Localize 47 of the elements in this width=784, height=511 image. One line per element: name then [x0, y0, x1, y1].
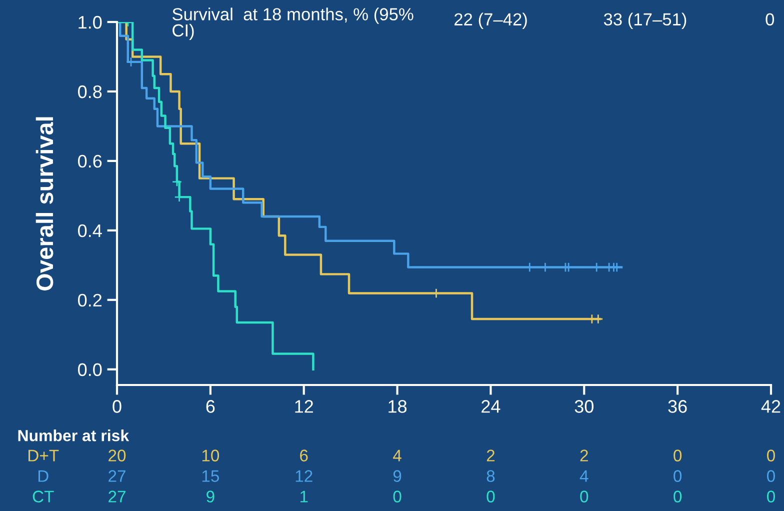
text: 15 — [202, 470, 219, 482]
text: 12 — [296, 470, 312, 482]
x-tick-label: 18 — [388, 400, 407, 413]
text: 8 — [486, 470, 495, 482]
text: 2 — [580, 450, 588, 462]
x-tick-label: 30 — [574, 400, 594, 413]
text: 1 — [300, 490, 308, 502]
annotation: 22 (7–42) — [454, 12, 527, 29]
text: 0 — [767, 450, 775, 462]
text: 0 — [393, 490, 402, 502]
text: 4 — [393, 450, 402, 462]
text: 27 — [108, 490, 126, 502]
x-tick-label: 36 — [668, 400, 687, 413]
y-tick-label: 0.8 — [78, 85, 102, 98]
x-tick-label: 42 — [761, 400, 780, 413]
text: 0 — [767, 470, 775, 482]
text: D+T — [28, 450, 59, 462]
text: CT — [32, 490, 54, 502]
annotation: Survival at 18 months, % (95% CI) — [172, 8, 414, 40]
text: 20 — [108, 450, 126, 462]
x-tick-label: 24 — [482, 400, 500, 413]
text: 10 — [202, 450, 220, 462]
y-tick-label: 0.4 — [78, 224, 102, 238]
y-axis-title: Overall survival — [36, 117, 54, 290]
y-tick-label: 0.6 — [78, 154, 102, 168]
text: 2 — [486, 450, 495, 462]
x-tick-label: 12 — [295, 400, 313, 413]
annotation: 33 (17–51) — [604, 12, 686, 29]
text: 27 — [108, 470, 126, 482]
text: 9 — [206, 490, 214, 502]
text: 0 — [674, 470, 682, 482]
text: 4 — [580, 470, 588, 482]
y-tick-label: 1.0 — [78, 16, 102, 29]
text: 0 — [674, 450, 682, 462]
x-tick-label: 6 — [206, 400, 215, 413]
text: Number at risk — [18, 430, 130, 442]
text: 0 — [486, 490, 495, 502]
text: 9 — [393, 470, 402, 482]
text: 0 — [580, 490, 588, 502]
text: 0 — [674, 490, 682, 502]
annotation: 0 — [766, 13, 774, 26]
x-tick-label: 0 — [112, 400, 122, 413]
text: 6 — [300, 450, 308, 462]
text: D — [38, 470, 48, 482]
text: 0 — [767, 490, 775, 502]
y-tick-label: 0.2 — [78, 294, 102, 307]
y-tick-label: 0.0 — [78, 363, 102, 376]
